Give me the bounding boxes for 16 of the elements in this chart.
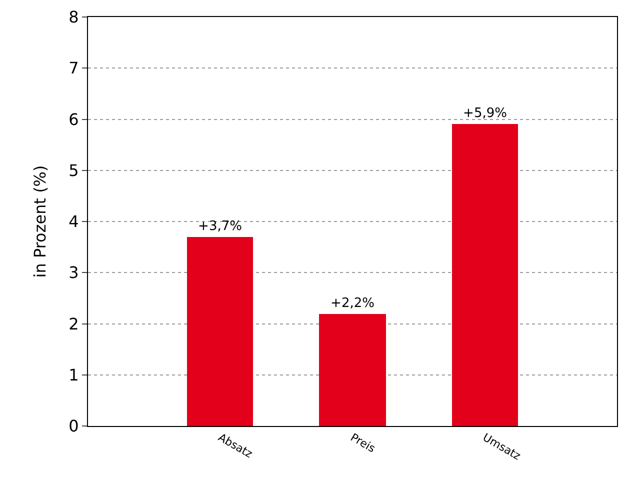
data-label: +2,2% [330,296,374,311]
y-tick-label: 0 [68,416,79,436]
y-tick-label: 6 [68,110,79,129]
y-axis-title: in Prozent (%) [30,165,50,278]
y-tick-label: 2 [68,314,79,334]
y-tick-label: 5 [68,160,79,180]
y-tick-label: 1 [68,365,79,384]
bar [187,237,253,426]
data-label: +3,7% [198,219,242,234]
y-tick-label: 4 [68,212,79,232]
y-tick-label: 7 [68,58,79,78]
data-label: +5,9% [463,106,507,121]
y-tick-label: 8 [68,8,79,27]
y-tick-label: 3 [68,263,79,282]
bar [452,124,518,426]
bar [319,314,386,426]
